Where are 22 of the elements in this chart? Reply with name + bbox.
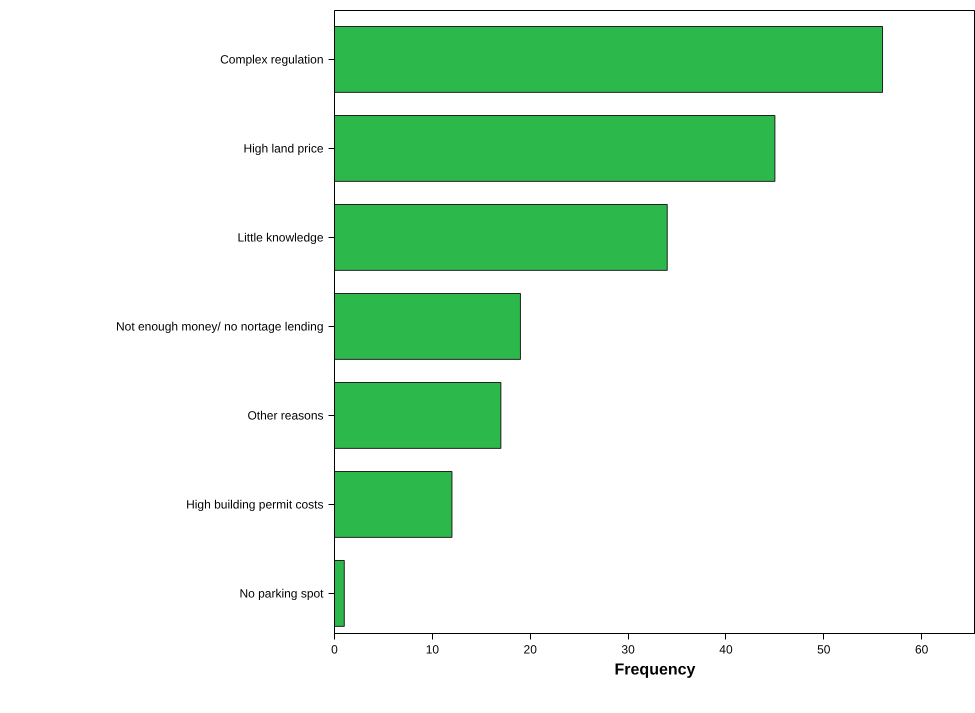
x-tick-label: 40	[719, 642, 733, 656]
bar	[334, 560, 345, 627]
x-tick-label: 30	[621, 642, 636, 656]
bar	[334, 293, 521, 360]
x-tick-label: 20	[524, 642, 538, 656]
y-tick-label: High land price	[243, 141, 324, 156]
y-tick-label: Complex regulation	[220, 52, 324, 66]
bar	[334, 204, 668, 271]
x-tick-label: 0	[331, 642, 338, 656]
y-tick-label: Other reasons	[247, 408, 324, 422]
x-axis-title: Frequency	[614, 662, 696, 678]
y-tick-label: High building permit costs	[186, 497, 324, 512]
x-tick-label: 50	[817, 642, 831, 656]
bar	[334, 115, 776, 182]
x-tick-label: 60	[915, 642, 929, 656]
x-tick-label: 10	[426, 642, 440, 656]
y-tick-label: No parking spot	[239, 586, 324, 600]
bar	[334, 471, 452, 538]
y-tick-label: Little knowledge	[237, 230, 324, 244]
y-tick-label: Not enough money/ no nortage lending	[116, 319, 324, 334]
bar	[334, 26, 884, 93]
bar	[334, 382, 502, 449]
